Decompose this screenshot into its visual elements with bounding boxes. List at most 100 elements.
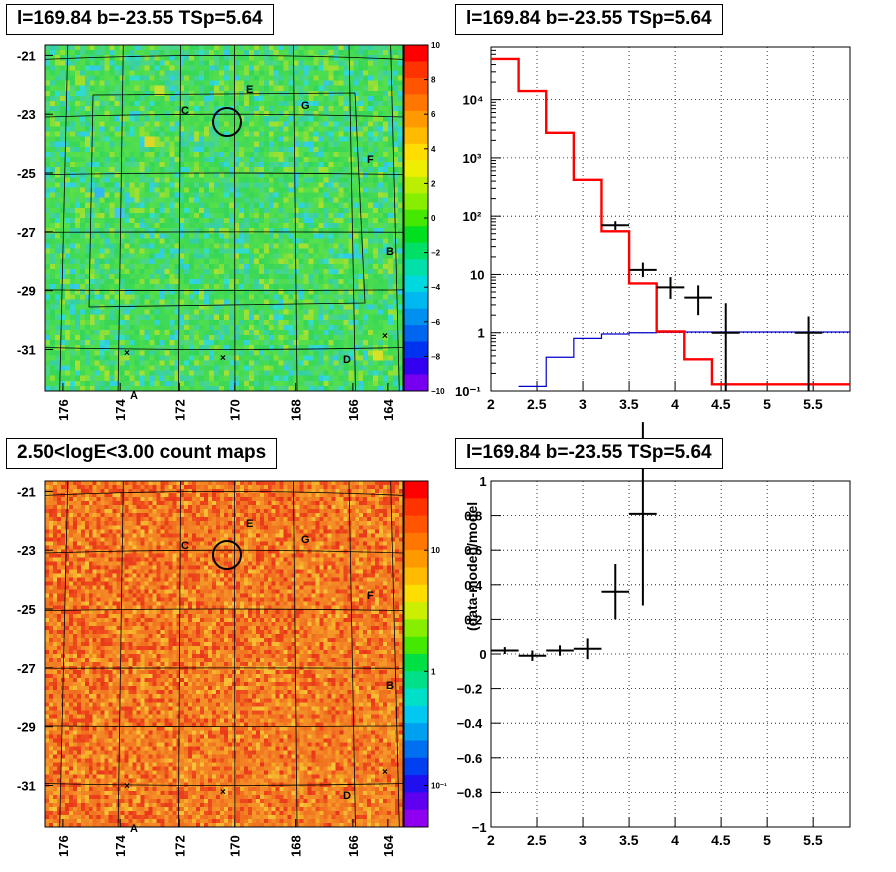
colorbar-segment (404, 602, 428, 620)
colorbar-tick-label: 10 (431, 41, 440, 50)
region-label-b: B (386, 246, 394, 258)
residual-map-svg: × × × A B C D E F G -21 -23 -25 -27 -29 -31 176 174 172 170… (17, 41, 445, 421)
ratio-title: l=169.84 b=-23.55 TSp=5.64 (455, 438, 723, 469)
latitude-line (44, 608, 404, 612)
region-label-c: C (181, 540, 189, 552)
y-tick-label: -31 (17, 342, 36, 357)
x-tick-label: 164 (381, 399, 396, 421)
colorbar-segment (404, 688, 428, 707)
colorbar-segment (404, 160, 428, 178)
longitude-line (177, 480, 181, 828)
colorbar-segment (404, 325, 428, 343)
y-tick-label: -25 (17, 602, 36, 617)
colorbar-tick-label: 6 (431, 110, 436, 119)
colorbar-segment (404, 61, 428, 79)
ratio-panel: 2 2.5 3 3.5 4 4.5 5 5.5 −1 −0.8 −0.6 −0.4 −0.2 0 0.2 0.… (448, 422, 896, 872)
colorbar-segment (404, 77, 428, 95)
x-tick-label: 5.5 (803, 832, 823, 848)
colorbar-segment (404, 308, 428, 326)
latitude-line (44, 289, 404, 292)
source-marker: × (382, 331, 388, 342)
x-tick-label: 166 (346, 399, 361, 421)
y-tick-label: 0.2 (464, 612, 482, 627)
y-tick-label: −1 (472, 820, 487, 835)
colorbar-segment (404, 209, 428, 227)
longitude-line (59, 480, 69, 828)
x-tick-label: 172 (172, 399, 187, 421)
y-tick-label: 10⁻¹ (455, 384, 481, 399)
longitude-line (348, 44, 356, 392)
x-tick-label: 3.5 (619, 396, 639, 412)
count-map-title: 2.50<logE<3.00 count maps (6, 438, 278, 469)
y-tick-label: 1 (479, 474, 486, 489)
y-tick-label: 0.8 (464, 509, 482, 524)
y-tick-label: −0.4 (457, 716, 483, 731)
x-tick-label: 3 (579, 396, 587, 412)
colorbar-segment (404, 567, 428, 586)
x-tick-label: 172 (172, 835, 187, 857)
colorbar-segment (404, 358, 428, 376)
map-frame (44, 44, 404, 392)
y-tick-label: 0.4 (464, 578, 483, 593)
y-tick-label: -23 (17, 107, 36, 122)
colorbar-tick-label: 0 (431, 214, 436, 223)
source-marker: × (220, 353, 226, 364)
coordinate-grid (44, 480, 404, 828)
residual-map-pixels (45, 45, 403, 391)
x-tick-label: 4.5 (711, 396, 731, 412)
x-tick-label: 5.5 (803, 396, 823, 412)
colorbar-segment (404, 757, 428, 776)
source-circle (212, 107, 242, 137)
x-tick-label: 174 (113, 399, 128, 421)
source-marker: × (124, 781, 130, 792)
y-tick-label: -31 (17, 778, 36, 793)
residual-map-title: l=169.84 b=-23.55 TSp=5.64 (6, 4, 274, 35)
x-tick-label: 5 (763, 832, 771, 848)
y-tick-label: −0.2 (457, 682, 483, 697)
x-tick-label: 168 (289, 399, 304, 421)
colorbar-tick-label: 4 (431, 145, 436, 154)
colorbar-tick-label: −8 (431, 352, 441, 361)
x-tick-label: 4 (671, 832, 679, 848)
y-axis-label: (data-model)/model (464, 502, 480, 631)
colorbar-tick-label: −6 (431, 318, 441, 327)
colorbar-tick-label: −4 (431, 283, 441, 292)
colorbar-segment (404, 775, 428, 793)
y-tick-label: -23 (17, 543, 36, 558)
longitude-line (348, 480, 356, 828)
y-tick-label: −0.8 (457, 785, 483, 800)
x-tick-label: 2 (487, 396, 495, 412)
colorbar-tick-label: 10 (431, 546, 440, 555)
x-tick-label: 5 (763, 396, 771, 412)
x-tick-label: 4 (671, 396, 679, 412)
colorbar-segment (404, 481, 428, 499)
y-tick-label: -29 (17, 284, 36, 299)
colorbar-segment (404, 45, 428, 62)
map-frame (44, 480, 404, 828)
latitude-line (44, 172, 404, 176)
x-tick-label: 2.5 (527, 396, 547, 412)
y-tick-label: 1 (478, 326, 485, 341)
region-label-g: G (301, 534, 310, 546)
latitude-line (44, 54, 404, 60)
y-tick-label: -27 (17, 225, 36, 240)
x-tick-label: 3 (579, 832, 587, 848)
source-marker: × (220, 787, 226, 798)
colorbar-tick-label: 2 (431, 179, 436, 188)
count-map-panel: × × × A B C D E F G -21 -23 -25 -27 -29 -31 176 174 172 170… (0, 436, 448, 872)
colorbar-tick-label: −2 (431, 249, 441, 258)
colorbar-segment (404, 550, 428, 568)
colorbar-segment (404, 242, 428, 260)
colorbar-segment (404, 671, 428, 690)
region-label-e: E (246, 518, 253, 530)
x-tick-label: 174 (113, 835, 128, 857)
plot-frame (490, 46, 851, 392)
source-marker: × (382, 767, 388, 778)
longitude-line (293, 480, 298, 828)
longitude-line (234, 44, 236, 392)
colorbar-segment (404, 619, 428, 638)
colorbar-segment (404, 275, 428, 293)
region-label-f: F (367, 154, 374, 166)
colorbar-segment (404, 809, 428, 828)
x-tick-label: 170 (228, 399, 243, 421)
